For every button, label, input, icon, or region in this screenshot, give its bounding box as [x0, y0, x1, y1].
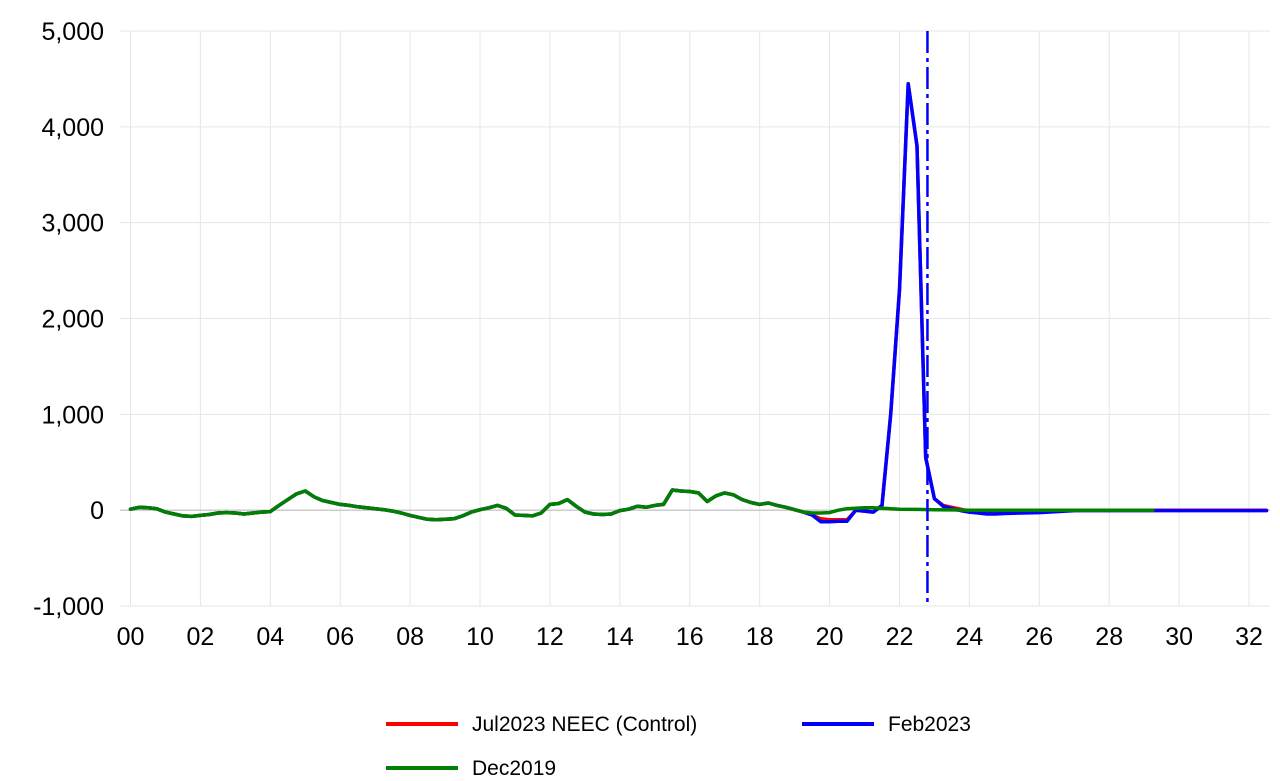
y-tick-label: 1,000 [41, 401, 104, 429]
series-line-0 [128, 81, 1269, 522]
y-tick-label: 3,000 [41, 210, 104, 238]
legend-label-feb2023: Feb2023 [888, 713, 971, 736]
x-tick-label: 08 [396, 623, 424, 651]
x-tick-label: 22 [886, 623, 914, 651]
y-tick-label: 0 [90, 497, 104, 525]
x-tick-label: 26 [1025, 623, 1053, 651]
series-line-1 [128, 81, 1269, 524]
legend-label-jul2023: Jul2023 NEEC (Control) [472, 713, 697, 736]
legend: Jul2023 NEEC (Control) Feb2023 Dec2019 [386, 713, 971, 780]
x-tick-label: 32 [1235, 623, 1263, 651]
x-tick-label: 00 [117, 623, 145, 651]
x-tick-label: 12 [536, 623, 564, 651]
legend-label-dec2019: Dec2019 [472, 757, 556, 780]
y-tick-label: 2,000 [41, 306, 104, 334]
x-tick-label: 04 [256, 623, 284, 651]
series-lines [128, 81, 1269, 524]
x-tick-label: 28 [1095, 623, 1123, 651]
x-tick-label: 10 [466, 623, 494, 651]
x-tick-label: 20 [816, 623, 844, 651]
y-tick-label: -1,000 [33, 593, 104, 621]
x-axis-tick-labels: 00 02 04 06 08 10 12 14 16 18 20 22 24 26 28 30 32 [117, 623, 1263, 651]
y-tick-label: 5,000 [41, 18, 104, 46]
y-axis-tick-labels: -1,000 0 1,000 2,000 3,000 4,000 5,000 [33, 18, 104, 621]
series-line-2 [128, 488, 1155, 522]
gridlines [120, 30, 1270, 607]
x-tick-label: 30 [1165, 623, 1193, 651]
x-tick-label: 16 [676, 623, 704, 651]
x-tick-label: 24 [955, 623, 983, 651]
x-tick-label: 14 [606, 623, 634, 651]
x-tick-label: 02 [186, 623, 214, 651]
x-tick-label: 18 [746, 623, 774, 651]
y-tick-label: 4,000 [41, 114, 104, 142]
x-tick-label: 06 [326, 623, 354, 651]
